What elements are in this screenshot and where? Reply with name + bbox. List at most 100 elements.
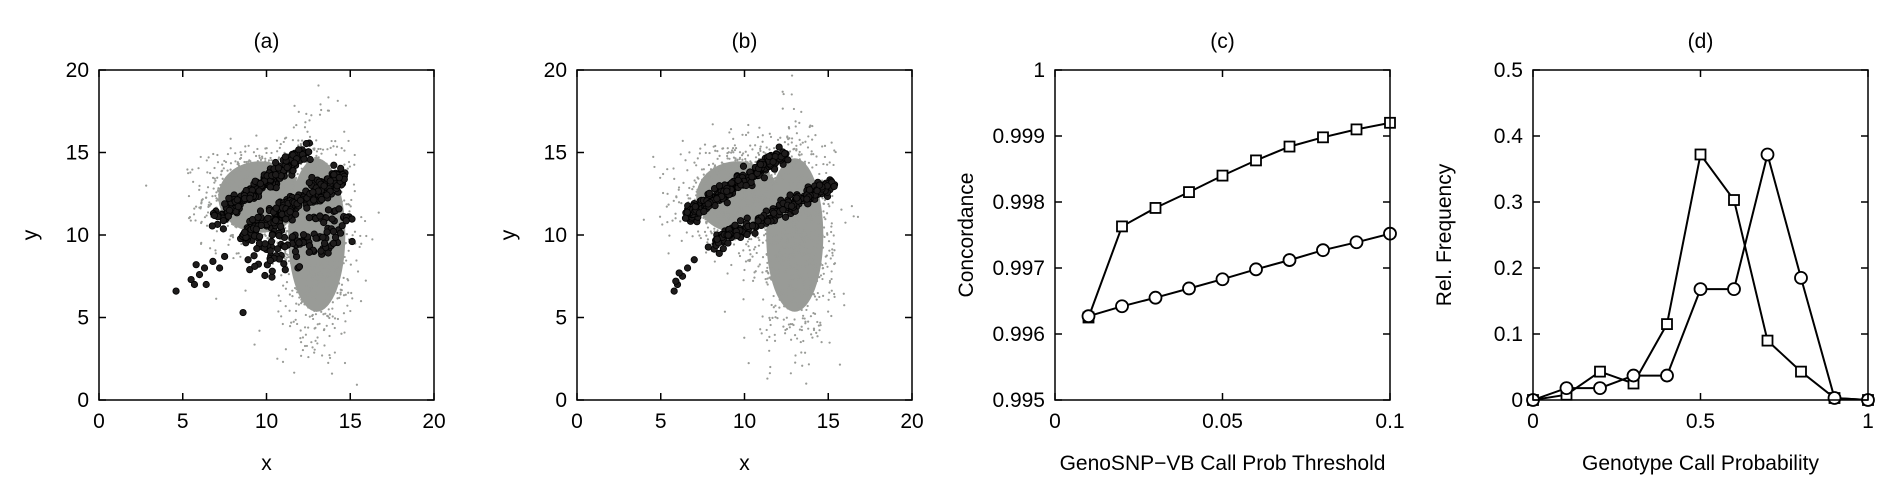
background-point [800, 351, 803, 354]
background-point [736, 158, 739, 161]
background-point [774, 276, 777, 279]
background-point [732, 151, 735, 154]
background-point [225, 180, 228, 183]
background-point [743, 196, 746, 199]
background-point [789, 323, 792, 326]
background-point [192, 213, 196, 216]
background-point [320, 354, 324, 357]
background-point [798, 288, 801, 291]
plot-area [1533, 150, 1868, 400]
background-point [703, 230, 707, 233]
background-point [721, 167, 725, 170]
background-point [751, 279, 755, 282]
background-point [817, 222, 820, 225]
background-point [780, 220, 783, 223]
background-point [738, 208, 741, 211]
background-point [749, 258, 752, 261]
background-point [186, 168, 189, 171]
data-point [748, 173, 756, 181]
background-point [768, 132, 771, 135]
data-point [748, 222, 757, 230]
background-point [809, 280, 812, 283]
background-point [308, 119, 311, 122]
background-point [771, 243, 774, 246]
background-point [759, 147, 762, 150]
background-point [811, 124, 814, 128]
background-point [680, 239, 683, 242]
background-point [295, 302, 298, 305]
background-point [301, 209, 304, 212]
background-point [223, 193, 226, 196]
background-point [313, 351, 316, 354]
background-point [327, 164, 331, 167]
background-point [767, 178, 770, 181]
data-point [715, 249, 723, 257]
background-point [214, 249, 217, 252]
background-point [802, 273, 805, 276]
background-point [305, 262, 309, 265]
background-point [308, 221, 311, 224]
background-point [794, 299, 797, 302]
background-point [695, 164, 698, 167]
background-point [778, 298, 781, 301]
panel-title: (c) [1210, 30, 1235, 53]
background-point [744, 157, 747, 161]
background-point [785, 268, 788, 271]
background-point [737, 196, 740, 199]
background-point [220, 197, 223, 200]
background-point [792, 277, 796, 280]
background-point [312, 275, 315, 278]
background-point [320, 152, 323, 155]
background-point [812, 327, 816, 330]
background-point [333, 317, 337, 320]
background-point [346, 277, 349, 281]
background-point [797, 160, 800, 164]
background-point [809, 315, 813, 318]
background-point [219, 183, 222, 187]
background-point [816, 211, 819, 214]
background-point [229, 162, 233, 165]
background-point [811, 275, 814, 278]
background-point [717, 223, 720, 226]
background-point [754, 190, 757, 193]
background-point [264, 157, 267, 160]
background-point [327, 308, 330, 311]
background-point [334, 286, 337, 289]
background-point [786, 295, 789, 298]
background-point [820, 340, 823, 344]
data-point [681, 214, 690, 222]
background-point [787, 286, 790, 290]
background-point [281, 360, 285, 363]
y-tick-label: 20 [544, 59, 567, 82]
background-point [778, 251, 781, 254]
background-point [304, 219, 307, 222]
background-point [794, 238, 798, 241]
background-point [253, 167, 257, 170]
background-point [322, 328, 326, 332]
background-point [712, 145, 715, 148]
background-point [792, 181, 795, 185]
background-point [768, 224, 772, 227]
background-point [744, 133, 748, 137]
background-point [743, 336, 746, 339]
data-point [266, 247, 274, 255]
background-point [798, 154, 801, 157]
background-point [804, 279, 807, 282]
background-point [768, 148, 771, 151]
background-point [798, 121, 801, 124]
background-point [295, 288, 298, 291]
data-point [704, 243, 712, 251]
background-point [331, 322, 334, 326]
background-point [749, 191, 752, 194]
data-point [751, 229, 759, 237]
background-point [736, 215, 739, 218]
background-point [672, 167, 675, 170]
data-point [305, 248, 313, 256]
background-point [831, 194, 834, 198]
background-point [801, 180, 804, 183]
background-point [253, 169, 256, 172]
background-point [748, 198, 751, 201]
background-point [300, 177, 303, 180]
data-point [770, 209, 778, 217]
background-point [310, 114, 313, 117]
